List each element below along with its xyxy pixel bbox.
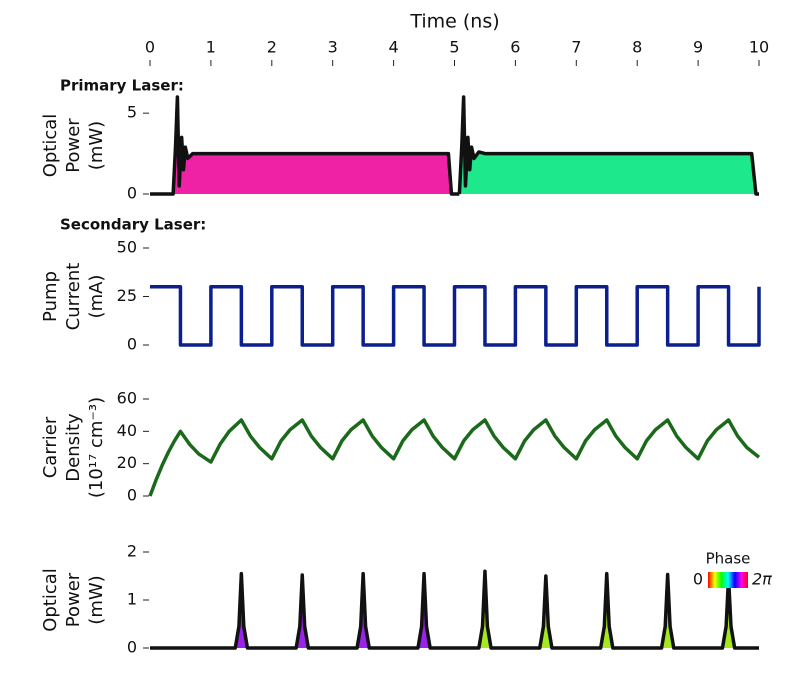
legend-title: Phase: [706, 550, 751, 568]
x-tick-label: 7: [571, 38, 581, 57]
line: [150, 285, 761, 347]
line: [150, 95, 460, 196]
legend-min: 0: [693, 570, 703, 589]
x-tick-label: 10: [749, 38, 769, 57]
x-tick-label: 2: [267, 38, 277, 57]
y-axis-title: Density: [63, 413, 84, 482]
y-tick-label: 0: [127, 486, 137, 505]
x-tick-label: 8: [632, 38, 642, 57]
legend-max: 2π: [752, 570, 772, 589]
panel-title: Secondary Laser:: [60, 216, 206, 234]
y-axis-title: (mW): [86, 121, 107, 170]
line: [150, 571, 455, 650]
y-axis-title: (mA): [86, 275, 107, 319]
y-axis-title: Power: [63, 118, 84, 173]
x-tick-label: 5: [449, 38, 459, 57]
line: [457, 95, 759, 196]
y-axis-title: Power: [63, 572, 84, 627]
y-tick-label: 0: [127, 184, 137, 203]
x-tick-label: 6: [510, 38, 520, 57]
y-tick-label: 1: [127, 590, 137, 609]
y-tick-label: 40: [117, 421, 137, 440]
colorbar: [708, 572, 748, 588]
y-axis-title: Optical: [40, 568, 61, 632]
x-tick-label: 1: [206, 38, 216, 57]
x-tick-label: 4: [389, 38, 399, 57]
panel-title: Primary Laser:: [60, 77, 184, 95]
x-axis-title: Time (ns): [409, 11, 499, 33]
line: [148, 418, 761, 497]
area-fill: [459, 97, 759, 194]
y-axis-title: Optical: [40, 114, 61, 178]
area-fill: [150, 97, 460, 194]
y-axis-title: (mW): [86, 575, 107, 624]
x-tick-label: 9: [693, 38, 703, 57]
y-tick-label: 2: [127, 542, 137, 561]
y-tick-label: 20: [117, 453, 137, 472]
y-tick-label: 0: [127, 335, 137, 354]
x-tick-label: 3: [328, 38, 338, 57]
line: [454, 569, 759, 650]
y-axis-title: (10¹⁷ cm⁻³): [86, 397, 107, 498]
y-tick-label: 5: [127, 103, 137, 122]
y-tick-label: 60: [117, 389, 137, 408]
y-tick-label: 50: [117, 238, 137, 257]
y-tick-label: 0: [127, 638, 137, 657]
y-axis-title: Current: [63, 263, 84, 331]
y-axis-title: Carrier: [40, 416, 61, 478]
x-tick-label: 0: [145, 38, 155, 57]
y-axis-title: Pump: [40, 271, 61, 322]
y-tick-label: 25: [117, 286, 137, 305]
